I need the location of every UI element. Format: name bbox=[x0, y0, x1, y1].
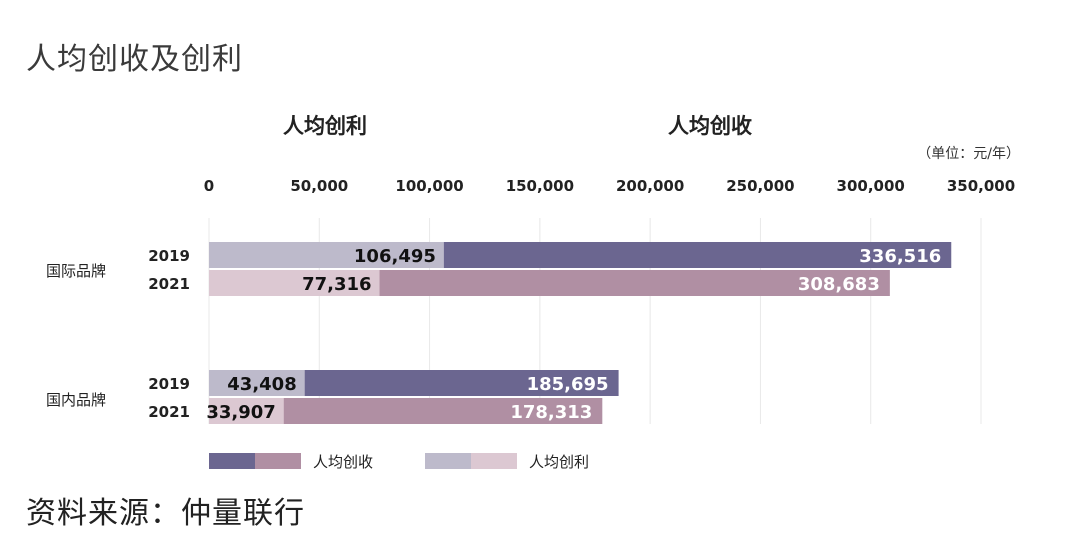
legend-swatch bbox=[471, 453, 517, 469]
unit-label: （单位：元/年） bbox=[917, 146, 1020, 162]
x-tick-label: 100,000 bbox=[395, 177, 463, 195]
source-note: 资料来源：仲量联行 bbox=[26, 496, 305, 531]
profit-data-label: 77,316 bbox=[302, 274, 371, 295]
legend-label: 人均创利 bbox=[529, 453, 589, 471]
profit-data-label: 106,495 bbox=[354, 246, 436, 267]
year-label: 2019 bbox=[148, 247, 190, 265]
x-tick-label: 350,000 bbox=[947, 177, 1015, 195]
year-label: 2021 bbox=[148, 403, 190, 421]
profit-data-label: 33,907 bbox=[206, 402, 275, 423]
profit-bar bbox=[209, 370, 305, 396]
revenue-data-label: 178,313 bbox=[510, 402, 592, 423]
legend-label: 人均创收 bbox=[313, 453, 373, 471]
x-tick-label: 50,000 bbox=[290, 177, 348, 195]
x-tick-label: 250,000 bbox=[726, 177, 794, 195]
legend: 人均创收 人均创利 bbox=[209, 453, 589, 471]
profit-bar bbox=[209, 270, 380, 296]
group-label: 国际品牌 bbox=[46, 262, 106, 280]
profit-data-label: 43,408 bbox=[227, 374, 296, 395]
legend-swatch bbox=[255, 453, 301, 469]
year-label: 2019 bbox=[148, 375, 190, 393]
chart-title: 人均创收及创利 bbox=[26, 42, 243, 77]
legend-swatch bbox=[209, 453, 255, 469]
revenue-data-label: 308,683 bbox=[798, 274, 880, 295]
section-label-profit: 人均创利 bbox=[283, 114, 367, 138]
bars: 国际品牌 2019 336,516 106,495 2021 308,683 77,316 国… bbox=[46, 242, 952, 424]
x-tick-label: 200,000 bbox=[616, 177, 684, 195]
x-tick-label: 0 bbox=[204, 177, 214, 195]
year-label: 2021 bbox=[148, 275, 190, 293]
profit-bar bbox=[209, 242, 444, 268]
section-label-revenue: 人均创收 bbox=[668, 114, 752, 138]
revenue-data-label: 336,516 bbox=[859, 246, 941, 267]
legend-swatch bbox=[425, 453, 471, 469]
group-label: 国内品牌 bbox=[46, 391, 106, 409]
profit-bar bbox=[209, 398, 284, 424]
revenue-data-label: 185,695 bbox=[527, 374, 609, 395]
x-tick-label: 300,000 bbox=[837, 177, 905, 195]
x-axis-ticks: 0 50,000 100,000 150,000 200,000 250,000 300,0… bbox=[204, 177, 1015, 195]
x-tick-label: 150,000 bbox=[506, 177, 574, 195]
